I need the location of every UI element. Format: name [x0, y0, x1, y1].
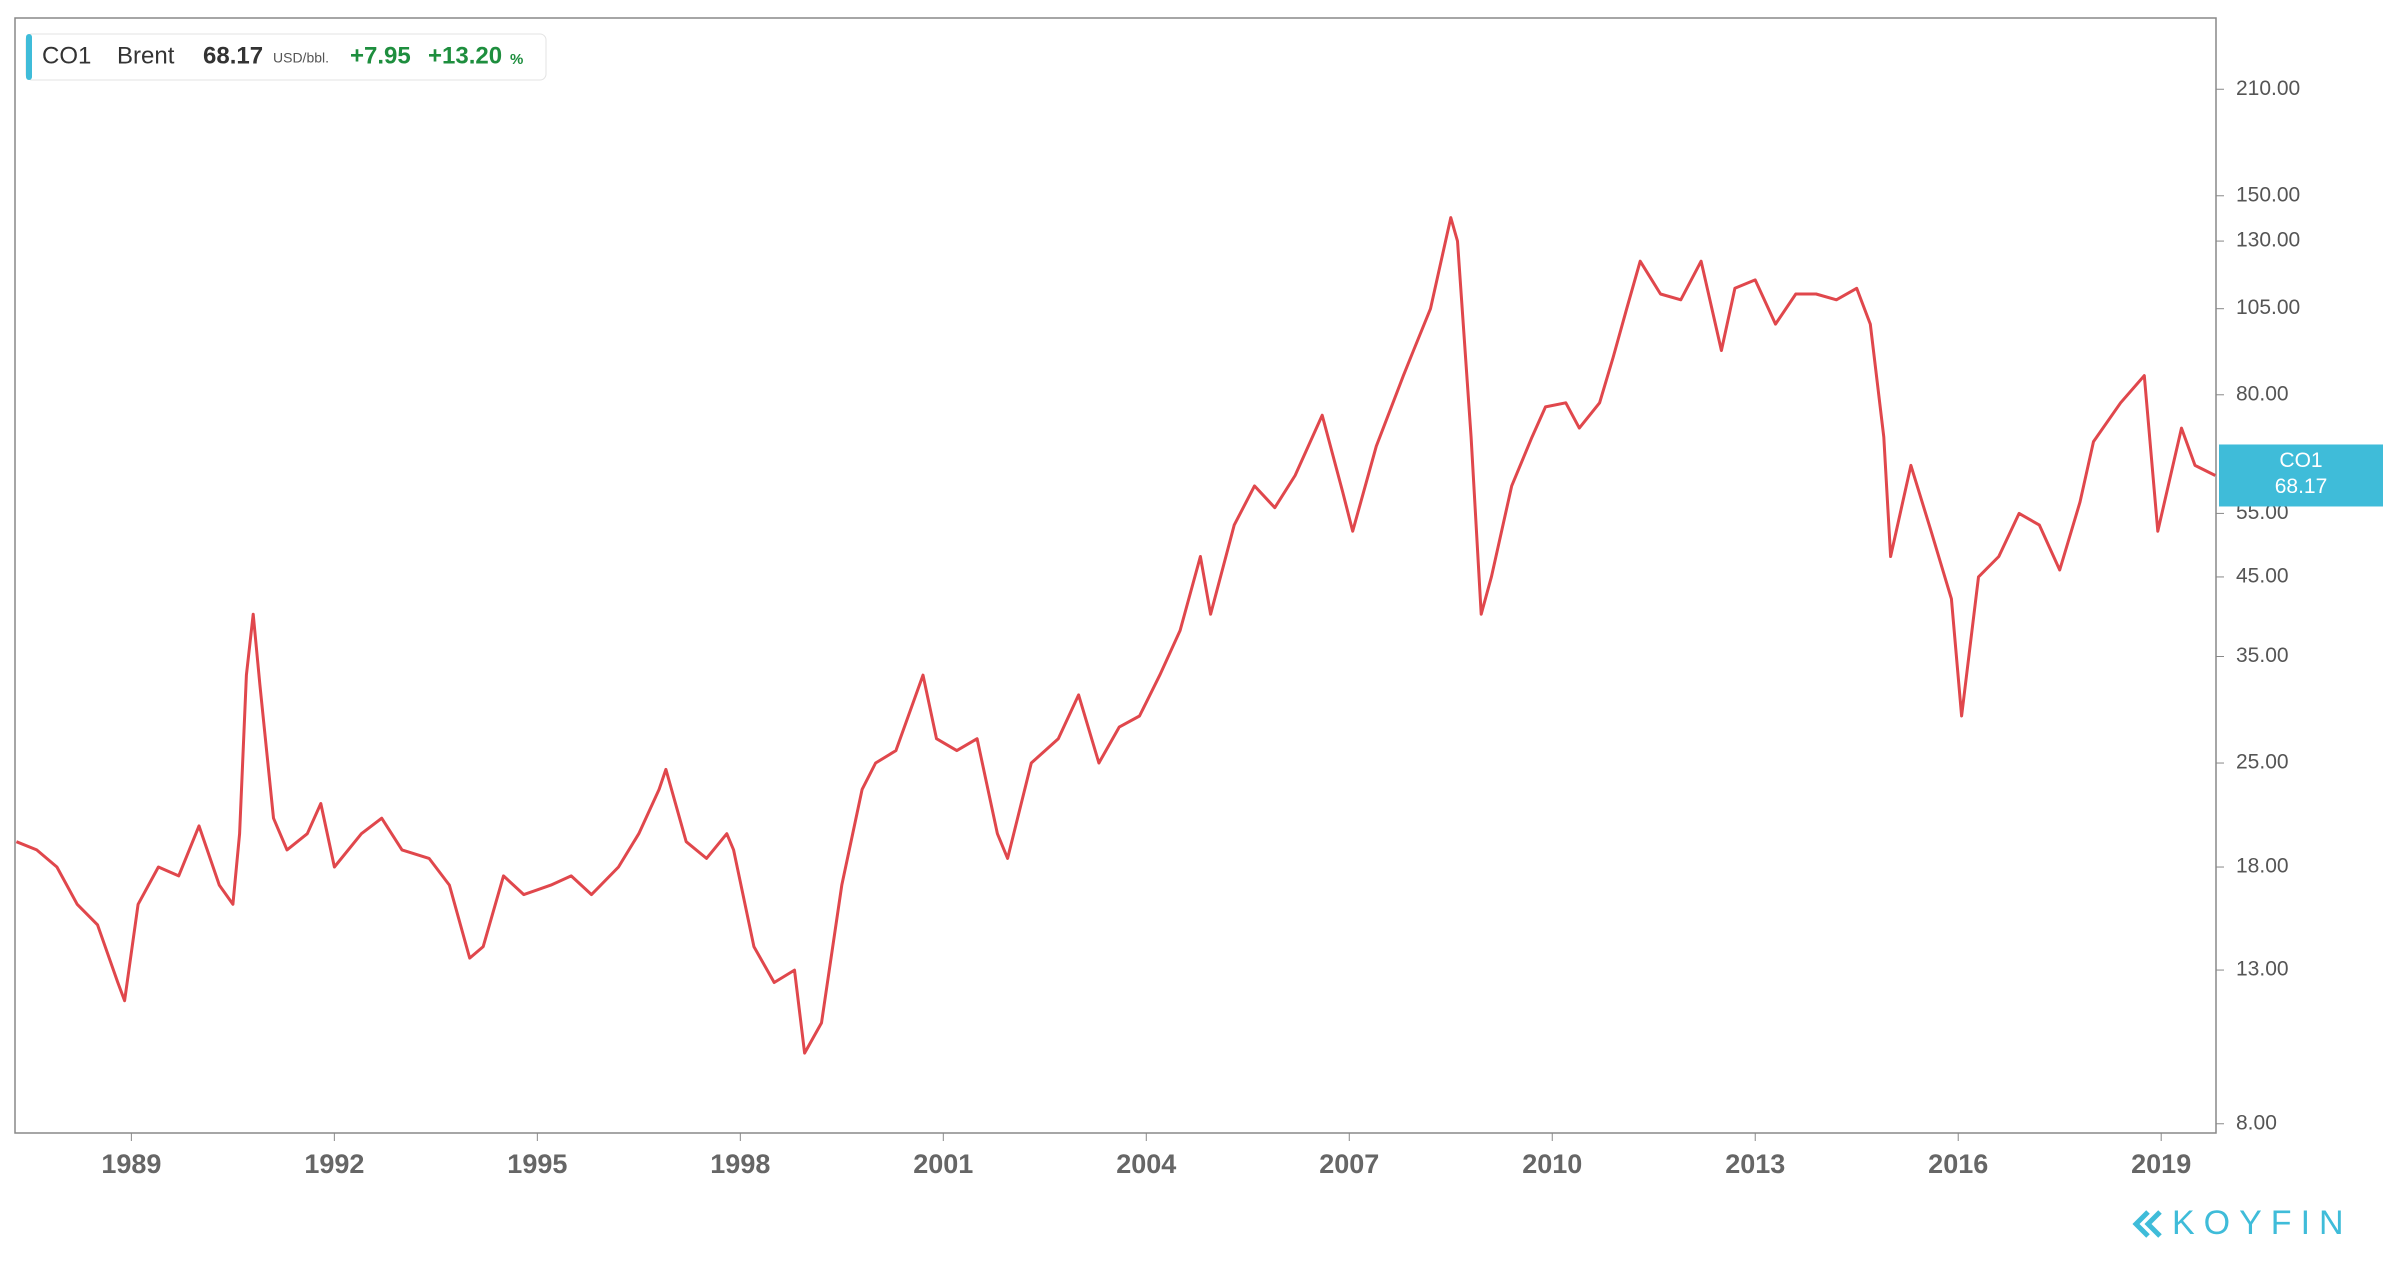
brand-text: KOYFIN — [2172, 1204, 2353, 1242]
y-tick-label: 45.00 — [2236, 564, 2289, 587]
x-tick-label: 1995 — [507, 1149, 567, 1179]
name: Brent — [117, 42, 175, 69]
change-pct: +13.20 — [428, 42, 502, 69]
price-line — [15, 216, 2216, 1055]
x-tick-label: 2010 — [1522, 1149, 1582, 1179]
y-tick-label: 130.00 — [2236, 229, 2300, 252]
change: +7.95 — [350, 42, 411, 69]
price: 68.17 — [203, 42, 263, 69]
x-tick-label: 1992 — [304, 1149, 364, 1179]
y-tick-label: 25.00 — [2236, 751, 2289, 774]
y-tick-label: 18.00 — [2236, 855, 2289, 878]
plot-frame — [14, 17, 2217, 1134]
last-value-tag — [2219, 444, 2383, 507]
x-tick-label: 2001 — [913, 1149, 973, 1179]
x-tick-label: 2019 — [2131, 1149, 2191, 1179]
y-tick-label: 210.00 — [2236, 77, 2300, 100]
brand: KOYFIN — [2132, 1204, 2353, 1242]
y-tick-label: 55.00 — [2236, 501, 2289, 524]
symbol: CO1 — [42, 42, 91, 69]
x-tick-label: 2013 — [1725, 1149, 1785, 1179]
pct-sign: % — [510, 51, 523, 68]
y-tick-label: 13.00 — [2236, 958, 2289, 981]
brand-logo — [2132, 1210, 2162, 1238]
tag-symbol: CO1 — [2279, 449, 2322, 472]
x-tick-label: 2016 — [1928, 1149, 1988, 1179]
x-tick-label: 1998 — [710, 1149, 770, 1179]
x-tick-label: 2004 — [1116, 1149, 1176, 1179]
y-tick-label: 150.00 — [2236, 183, 2300, 206]
header: CO1 Brent 68.17 USD/bbl. +7.95 +13.20 % — [25, 33, 547, 81]
tag-value: 68.17 — [2275, 475, 2328, 498]
y-tick-label: 80.00 — [2236, 382, 2289, 405]
y-tick-label: 8.00 — [2236, 1111, 2277, 1134]
header-accent — [26, 34, 32, 80]
y-tick-label: 105.00 — [2236, 296, 2300, 319]
unit: USD/bbl. — [273, 50, 329, 66]
x-tick-label: 2007 — [1319, 1149, 1379, 1179]
x-tick-label: 1989 — [101, 1149, 161, 1179]
y-tick-label: 35.00 — [2236, 644, 2289, 667]
